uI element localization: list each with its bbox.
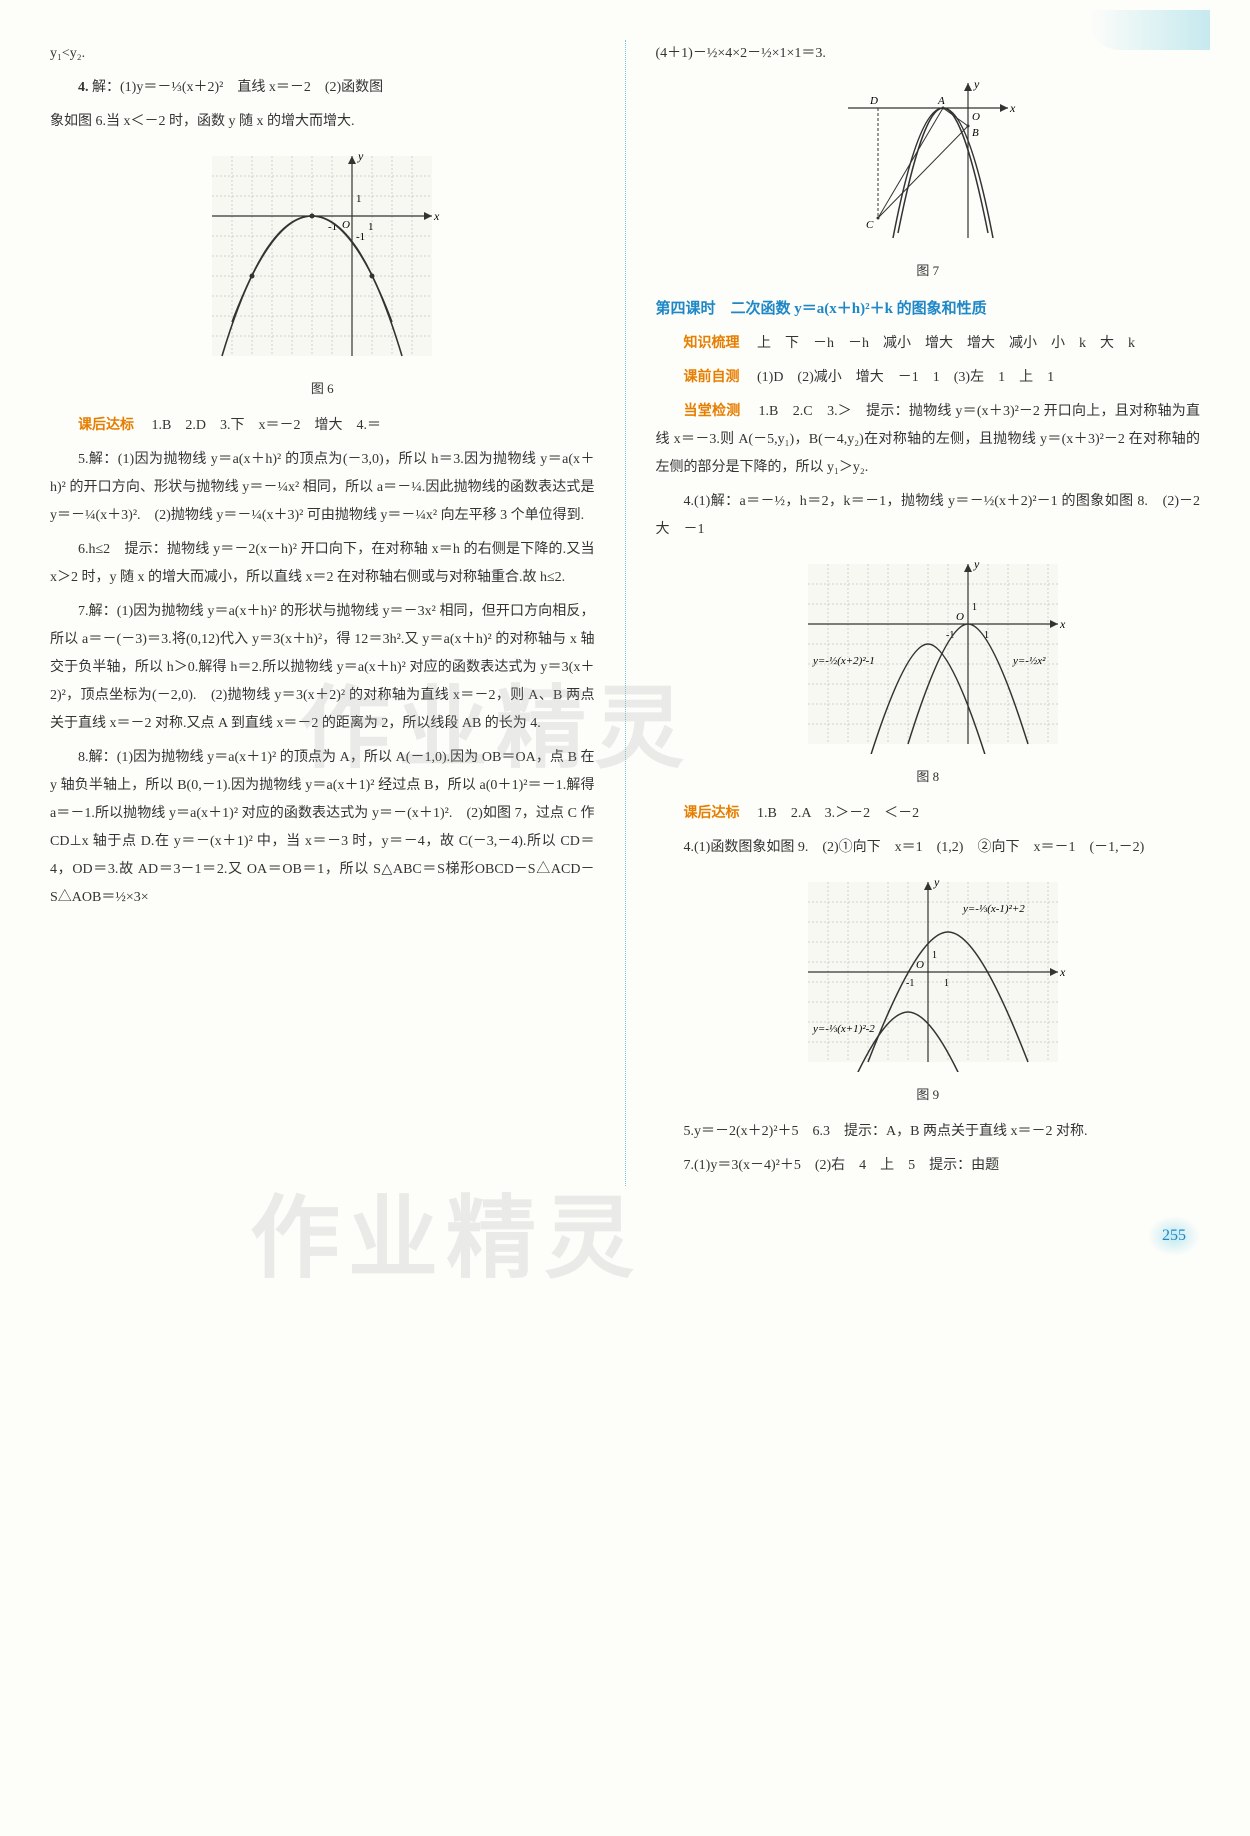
svg-text:C: C: [866, 219, 874, 231]
svg-text:B: B: [972, 127, 979, 139]
problem-7: 7.解：(1)因为抛物线 y＝a(x＋h)² 的形状与抛物线 y＝－3x² 相同…: [50, 598, 595, 738]
section-label: 当堂检测: [684, 404, 741, 419]
left-column: y₁<y₂. 4. 解：(1)y＝－⅓(x＋2)² 直线 x＝－2 (2)函数图…: [50, 40, 595, 1186]
figure-9-caption: 图 9: [656, 1082, 1201, 1108]
two-parabolas-icon: x y O -1 1 1 y=-½(x+2)²-1 y=-½x²: [788, 554, 1068, 754]
problem-4-2: 4.(1)函数图象如图 9. (2)①向下 x＝1 (1,2) ②向下 x＝－1…: [656, 834, 1201, 862]
page-columns: y₁<y₂. 4. 解：(1)y＝－⅓(x＋2)² 直线 x＝－2 (2)函数图…: [50, 40, 1200, 1186]
section-label: 知识梳理: [684, 336, 740, 351]
figure-6: x y O -1 1 1 -1: [50, 146, 595, 366]
section-line: 课后达标 1.B 2.A 3.＞－2 ＜－2: [656, 800, 1201, 828]
svg-text:1: 1: [932, 950, 937, 961]
svg-text:-1: -1: [356, 231, 365, 243]
column-divider: [625, 40, 626, 1186]
section-line: 知识梳理 上 下 －h －h 减小 增大 增大 减小 小 k 大 k: [656, 330, 1201, 358]
problem-5-6: 5.y＝－2(x＋2)²＋5 6.3 提示：A，B 两点关于直线 x＝－2 对称…: [656, 1118, 1201, 1146]
text-line: 象如图 6.当 x＜－2 时，函数 y 随 x 的增大而增大.: [50, 108, 595, 136]
svg-text:D: D: [869, 95, 878, 107]
svg-text:y: y: [973, 78, 980, 91]
svg-text:y=-½x²: y=-½x²: [1012, 655, 1046, 667]
section-label: 课后达标: [684, 806, 740, 821]
svg-text:x: x: [1059, 965, 1066, 979]
answers: 上 下 －h －h 减小 增大 增大 减小 小 k 大 k: [743, 336, 1135, 351]
problem-5: 5.解：(1)因为抛物线 y＝a(x＋h)² 的顶点为(－3,0)，所以 h＝3…: [50, 446, 595, 530]
svg-text:1: 1: [368, 221, 374, 233]
svg-text:y: y: [357, 149, 364, 163]
text: 解：(1)y＝－⅓(x＋2)² 直线 x＝－2 (2)函数图: [92, 80, 383, 95]
figure-9: x y O -1 1 1 y=-⅓(x-1)²+2 y=-⅓(x+1)²-2: [656, 872, 1201, 1072]
triangle-parabola-icon: x y O A B D C: [838, 78, 1018, 248]
svg-text:y=-⅓(x+1)²-2: y=-⅓(x+1)²-2: [812, 1023, 875, 1035]
svg-text:1: 1: [944, 978, 949, 989]
answers: 1.B 2.D 3.下 x＝－2 增大 4.＝: [138, 418, 381, 433]
answers: 1.B 2.A 3.＞－2 ＜－2: [743, 806, 919, 821]
section-label: 课后达标: [78, 418, 134, 433]
problem-4: 4.(1)解：a＝－½，h＝2，k＝－1，抛物线 y＝－½(x＋2)²－1 的图…: [656, 488, 1201, 544]
section-line: 课前自测 (1)D (2)减小 增大 －1 1 (3)左 1 上 1: [656, 364, 1201, 392]
svg-text:y: y: [933, 875, 940, 889]
svg-text:1: 1: [356, 193, 362, 205]
svg-text:O: O: [956, 611, 964, 623]
svg-text:O: O: [342, 219, 350, 231]
problem-6: 6.h≤2 提示：抛物线 y＝－2(x－h)² 开口向下，在对称轴 x＝h 的右…: [50, 536, 595, 592]
svg-text:x: x: [433, 209, 440, 223]
text-line: y₁<y₂.: [50, 40, 595, 68]
parabola-graph-icon: x y O -1 1 1 -1: [202, 146, 442, 366]
svg-text:O: O: [972, 111, 980, 123]
svg-text:A: A: [937, 95, 945, 107]
figure-6-caption: 图 6: [50, 376, 595, 402]
section-line: 课后达标 1.B 2.D 3.下 x＝－2 增大 4.＝: [50, 412, 595, 440]
svg-text:x: x: [1059, 617, 1066, 631]
problem-8: 8.解：(1)因为抛物线 y＝a(x＋1)² 的顶点为 A，所以 A(－1,0)…: [50, 744, 595, 912]
svg-text:O: O: [916, 959, 924, 971]
right-column: (4＋1)－½×4×2－½×1×1＝3. x y O A B D C: [656, 40, 1201, 1186]
svg-text:-1: -1: [906, 978, 914, 989]
answers: (1)D (2)减小 增大 －1 1 (3)左 1 上 1: [743, 370, 1054, 385]
page-number-container: 255: [50, 1216, 1200, 1256]
figure-7-caption: 图 7: [656, 258, 1201, 284]
svg-text:y=-⅓(x-1)²+2: y=-⅓(x-1)²+2: [962, 903, 1025, 915]
section-label: 课前自测: [684, 370, 740, 385]
svg-text:y: y: [973, 557, 980, 571]
two-parabolas-shifted-icon: x y O -1 1 1 y=-⅓(x-1)²+2 y=-⅓(x+1)²-2: [788, 872, 1068, 1072]
figure-8-caption: 图 8: [656, 764, 1201, 790]
lesson-title: 第四课时 二次函数 y＝a(x＋h)²＋k 的图象和性质: [656, 294, 1201, 324]
problem-7: 7.(1)y＝3(x－4)²＋5 (2)右 4 上 5 提示：由题: [656, 1152, 1201, 1180]
problem-num: 4.: [78, 80, 89, 95]
svg-text:1: 1: [972, 602, 977, 613]
problem-4: 4. 解：(1)y＝－⅓(x＋2)² 直线 x＝－2 (2)函数图: [50, 74, 595, 102]
figure-8: x y O -1 1 1 y=-½(x+2)²-1 y=-½x²: [656, 554, 1201, 754]
svg-text:x: x: [1009, 101, 1016, 115]
page-decoration: [1090, 10, 1210, 50]
svg-text:y=-½(x+2)²-1: y=-½(x+2)²-1: [812, 655, 875, 667]
figure-7: x y O A B D C: [656, 78, 1201, 248]
section-line: 当堂检测 1.B 2.C 3.＞ 提示：抛物线 y＝(x＋3)²－2 开口向上，…: [656, 398, 1201, 482]
page-number: 255: [1148, 1216, 1200, 1256]
